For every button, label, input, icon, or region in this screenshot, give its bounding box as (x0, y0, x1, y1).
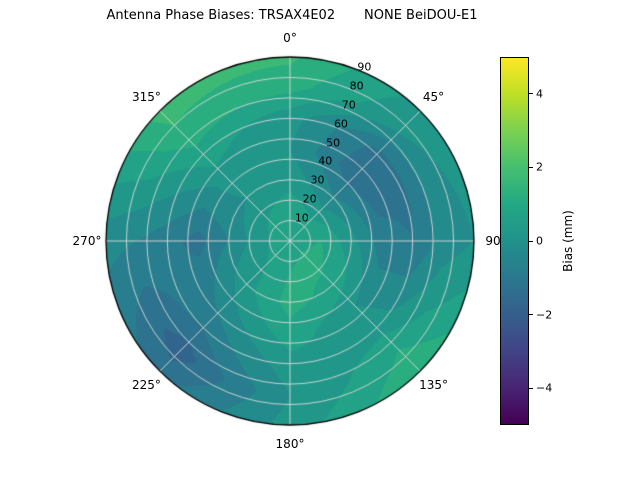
polar-contour-plot (90, 41, 490, 441)
colorbar-tick-mark (529, 166, 533, 168)
colorbar-tick-label: 4 (536, 87, 543, 101)
colorbar-tick-mark (529, 314, 533, 316)
colorbar-tick-label: −4 (536, 381, 553, 395)
colorbar-tick-mark (529, 387, 533, 389)
colorbar-tick-mark (529, 240, 533, 242)
colorbar-tick-label: −2 (536, 308, 553, 322)
colorbar-axis-label: Bias (mm) (561, 210, 575, 272)
colorbar-tick-label: 0 (536, 234, 543, 248)
colorbar-tick-label: 2 (536, 160, 543, 174)
chart-title: Antenna Phase Biases: TRSAX4E02 NONE Bei… (106, 8, 478, 23)
colorbar (500, 57, 529, 425)
colorbar-tick-mark (529, 93, 533, 95)
